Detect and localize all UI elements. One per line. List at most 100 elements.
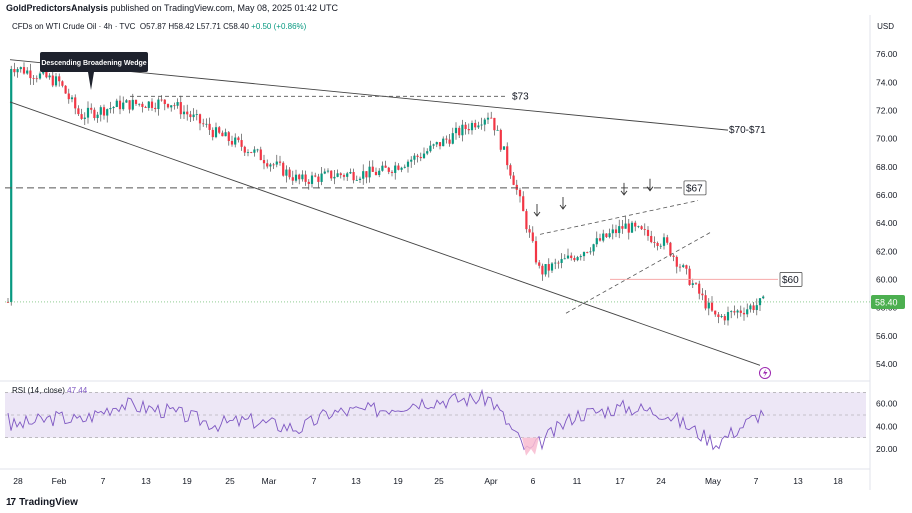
candle-body xyxy=(150,101,154,108)
candle-body xyxy=(349,172,352,174)
candle-body xyxy=(336,173,339,177)
candle-body xyxy=(218,127,221,133)
price-axis-tick: 54.00 xyxy=(876,359,898,369)
candle-body xyxy=(358,178,362,180)
candle-body xyxy=(45,70,48,78)
tradingview-footer[interactable]: 17 TradingView xyxy=(6,497,78,508)
candle-body xyxy=(573,257,576,261)
candle-body xyxy=(736,310,739,313)
candle-body xyxy=(221,132,224,137)
candle-body xyxy=(419,156,422,159)
candle-body xyxy=(26,70,29,74)
level-60-box xyxy=(779,272,803,287)
candle-body xyxy=(538,262,541,266)
candle-body xyxy=(704,295,707,309)
candle-body xyxy=(307,181,310,184)
candle-body xyxy=(672,255,675,257)
candle-body xyxy=(198,114,202,124)
candle-body xyxy=(608,233,611,238)
candle-body xyxy=(118,100,122,110)
time-axis-tick: 18 xyxy=(833,476,843,486)
candle-body xyxy=(291,177,294,181)
candle-body xyxy=(627,223,630,233)
author-name[interactable]: GoldPredictorsAnalysis xyxy=(6,3,109,13)
candle-body xyxy=(278,161,282,163)
candle-body xyxy=(80,114,83,119)
rsi-band xyxy=(5,392,866,438)
candle-body xyxy=(528,229,531,233)
time-axis-tick: 19 xyxy=(182,476,192,486)
candle-body xyxy=(762,296,765,299)
candle-body xyxy=(630,222,634,233)
candle-body xyxy=(93,109,96,119)
price-axis-tick: 60.00 xyxy=(876,274,898,284)
ohlc-close: C58.40 xyxy=(223,22,249,31)
candle-body xyxy=(557,262,560,264)
candle-body xyxy=(342,175,346,177)
time-axis-tick: Feb xyxy=(52,476,67,486)
candle-body xyxy=(470,122,474,131)
candle-body xyxy=(707,302,710,309)
rsi-name[interactable]: RSI (14, close) xyxy=(12,386,65,395)
candle-body xyxy=(230,141,234,145)
candle-body xyxy=(275,161,278,165)
candle-body xyxy=(410,159,413,162)
candle-body xyxy=(656,242,659,246)
time-axis-tick: May xyxy=(705,476,722,486)
rsi-axis-tick: 20.00 xyxy=(876,444,898,454)
candle-body xyxy=(506,146,509,166)
candle-body xyxy=(477,125,480,128)
candle-body xyxy=(483,119,486,125)
channel-upper-line[interactable] xyxy=(539,200,699,235)
time-axis-tick: 24 xyxy=(656,476,666,486)
publication-date: published on TradingView.com, May 08, 20… xyxy=(110,3,339,13)
candle-body xyxy=(163,99,166,105)
candle-body xyxy=(698,283,701,294)
candle-body xyxy=(189,114,192,118)
candle-body xyxy=(486,117,490,120)
rsi-axis-tick: 60.00 xyxy=(876,399,898,409)
candle-body xyxy=(122,102,125,110)
candle-body xyxy=(432,144,435,146)
candle-body xyxy=(675,256,678,267)
wedge-label-pointer xyxy=(88,72,94,90)
candle-body xyxy=(438,142,442,147)
candle-body xyxy=(512,175,515,185)
time-axis-tick: 6 xyxy=(531,476,536,486)
wedge-lower-trendline[interactable] xyxy=(9,101,761,366)
candle-body xyxy=(602,233,605,241)
candle-body xyxy=(166,104,170,108)
candle-body xyxy=(646,229,650,236)
candle-body xyxy=(739,310,742,313)
candle-body xyxy=(272,164,275,166)
candle-body xyxy=(730,311,733,313)
wedge-label-box[interactable] xyxy=(40,52,148,72)
candle-body xyxy=(384,165,387,168)
symbol-name[interactable]: CFDs on WTI Crude Oil · 4h · TVC xyxy=(12,22,136,31)
candle-body xyxy=(682,265,685,267)
down-arrow-icon xyxy=(559,197,567,210)
candle-body xyxy=(518,189,522,197)
wedge-label: Descending Broadening Wedge xyxy=(41,60,146,67)
candle-body xyxy=(726,312,730,321)
candle-body xyxy=(304,174,307,182)
candle-body xyxy=(256,149,259,151)
candle-body xyxy=(262,160,266,164)
candle-body xyxy=(582,252,586,257)
candle-body xyxy=(605,233,608,238)
level-73-label: $73 xyxy=(512,91,529,102)
candle-body xyxy=(534,241,538,263)
candle-body xyxy=(429,145,432,152)
candle-body xyxy=(592,244,595,252)
candle-body xyxy=(621,226,624,229)
candle-body xyxy=(560,259,563,263)
candle-body xyxy=(13,69,16,73)
candle-body xyxy=(10,69,13,303)
candle-body xyxy=(678,266,682,268)
candle-body xyxy=(416,155,419,157)
candle-body xyxy=(243,146,246,153)
candle-body xyxy=(326,170,330,172)
candle-body xyxy=(458,127,461,136)
candle-body xyxy=(246,152,250,153)
